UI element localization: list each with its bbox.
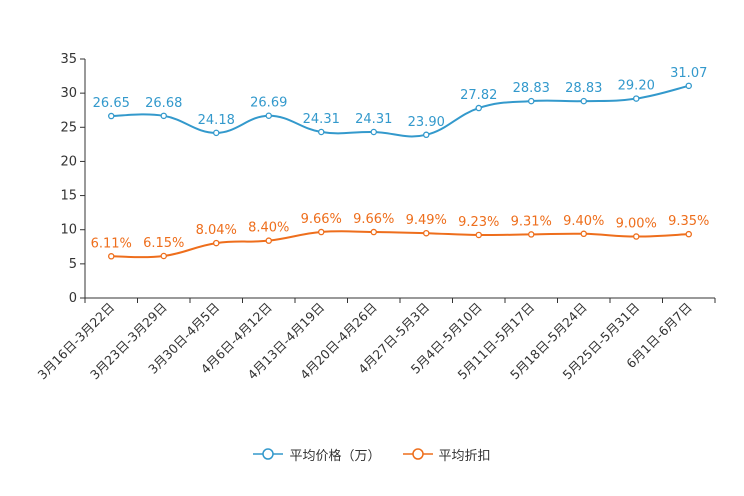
legend-label-price: 平均价格（万） (289, 448, 381, 464)
data-label: 9.40% (563, 214, 604, 229)
data-point (633, 95, 640, 102)
data-label: 8.04% (196, 223, 237, 238)
data-label: 27.82 (460, 88, 497, 103)
data-label: 6.11% (91, 236, 132, 251)
data-label: 9.66% (353, 212, 394, 227)
data-point (370, 228, 377, 236)
data-point (160, 112, 167, 120)
y-tick-label: 15 (60, 189, 77, 204)
data-label: 28.83 (565, 81, 602, 96)
y-tick-label: 35 (60, 52, 77, 67)
data-point (580, 230, 588, 238)
data-label: 28.83 (513, 81, 550, 96)
data-label: 9.49% (406, 213, 447, 228)
data-point (528, 97, 535, 105)
y-tick-label: 5 (69, 257, 77, 272)
data-point (422, 131, 430, 139)
data-point (475, 231, 482, 239)
data-point (212, 239, 220, 247)
data-point (685, 230, 693, 238)
data-label: 24.31 (303, 112, 340, 127)
data-point (685, 82, 693, 90)
data-label: 23.90 (408, 115, 445, 130)
data-point (475, 104, 482, 112)
legend: 平均价格（万） 平均折扣 (0, 442, 744, 466)
y-tick-label: 20 (60, 154, 77, 169)
legend-line-marker-icon (402, 448, 433, 460)
data-point (212, 129, 220, 137)
legend-item-price[interactable]: 平均价格（万） (253, 445, 381, 464)
series-line-1 (111, 230, 689, 259)
data-point (317, 128, 325, 136)
data-point (160, 252, 167, 260)
data-label: 26.68 (145, 96, 182, 111)
data-label: 8.40% (248, 221, 289, 236)
data-point (633, 233, 640, 240)
data-label: 24.31 (355, 112, 392, 127)
data-point (317, 228, 325, 236)
y-tick-label: 10 (60, 223, 77, 238)
data-label: 29.20 (618, 79, 655, 94)
legend-label-discount: 平均折扣 (438, 448, 491, 464)
data-point (580, 97, 588, 105)
data-label: 31.07 (670, 66, 707, 81)
data-point (265, 112, 272, 119)
data-label: 26.69 (250, 96, 287, 111)
legend-line-marker-icon (253, 448, 284, 460)
y-tick-label: 0 (69, 291, 77, 306)
data-label: 24.18 (198, 113, 235, 128)
data-label: 9.35% (668, 214, 709, 229)
data-point (370, 128, 377, 136)
data-label: 6.15% (143, 236, 184, 251)
data-label: 9.00% (616, 217, 657, 232)
line-chart: 051015202530353月16日-3月22日3月23日-3月29日3月30… (34, 52, 716, 382)
data-label: 9.66% (301, 212, 342, 227)
data-point (108, 253, 115, 260)
data-point (422, 229, 430, 237)
y-tick-label: 30 (60, 86, 77, 101)
data-point (528, 231, 535, 238)
data-label: 9.23% (458, 215, 499, 230)
legend-item-discount[interactable]: 平均折扣 (402, 445, 491, 464)
data-label: 9.31% (511, 214, 552, 229)
y-tick-label: 25 (60, 120, 77, 135)
series-line-0 (111, 84, 689, 138)
data-point (108, 112, 115, 120)
data-point (265, 237, 272, 244)
data-label: 26.65 (93, 96, 130, 111)
